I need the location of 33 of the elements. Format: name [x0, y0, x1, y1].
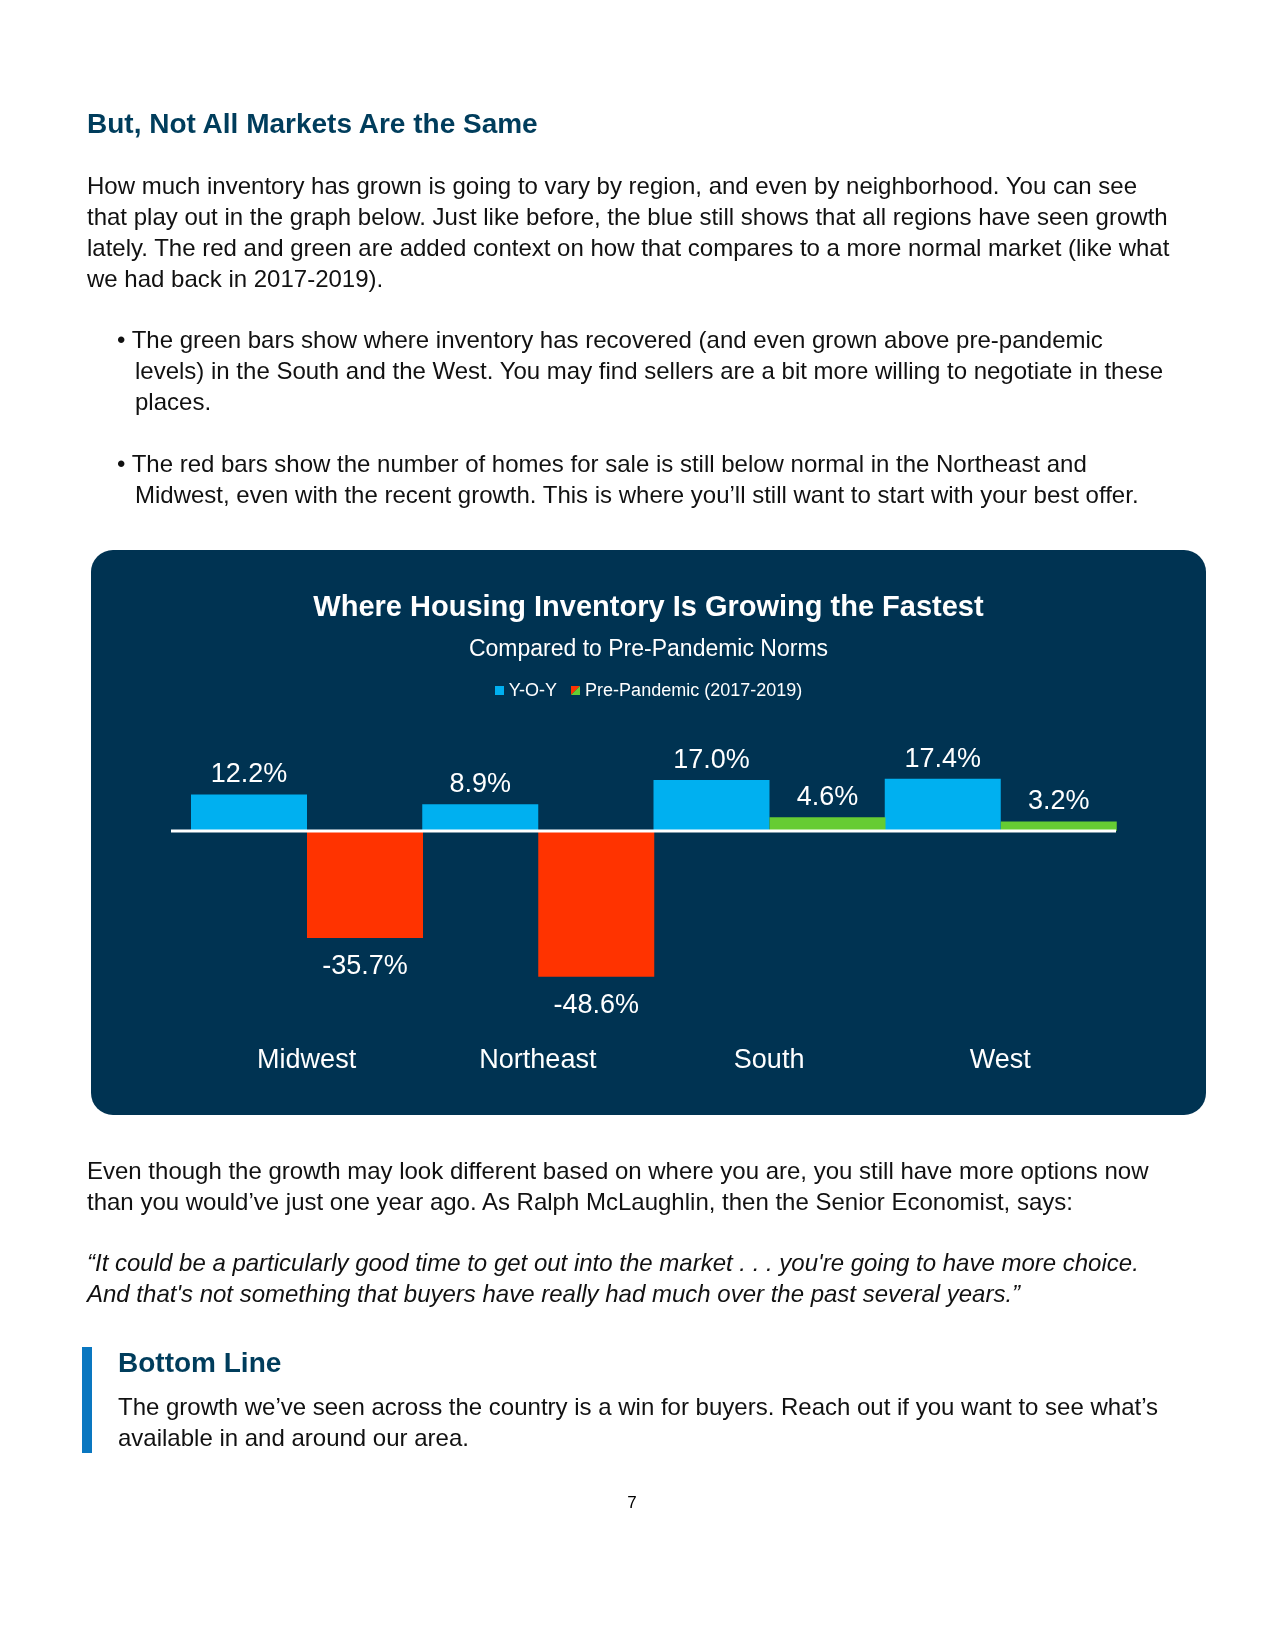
legend-label: Pre-Pandemic (2017-2019) [584, 680, 803, 701]
data-label: 3.2% [1027, 785, 1090, 816]
x-tick-label: West [969, 1044, 1032, 1075]
bar [884, 778, 1001, 831]
data-label: -35.7% [322, 950, 408, 981]
data-label: 8.9% [449, 768, 512, 799]
text: How much inventory has grown is going to vary by region, and even by neighborhood. You can see that play out in the graph below. Just like before, the blue still shows that all regions have seen growth lately. The red and green are added context on how that compares to a more normal market (like what we had back in 2017-2019). [87, 171, 1171, 294]
x-tick-label: Midwest [257, 1044, 357, 1075]
bar [191, 794, 307, 831]
bar [653, 780, 770, 831]
data-label: 12.2% [210, 758, 288, 789]
x-tick-label: South [733, 1044, 805, 1075]
text: Bottom Line [118, 1347, 283, 1379]
data-label: -48.6% [553, 988, 640, 1019]
data-label: 17.0% [673, 744, 750, 774]
text: • The green bars show where inventory has recovered (and even grown above pre-pandemic levels) in the South and the West. You may find sellers are a bit more willing to negotiate in these places. [116, 325, 1165, 417]
bar [422, 804, 539, 831]
legend-label: Y-O-Y [507, 680, 558, 701]
chart-title: Where Housing Inventory Is Growing the Fastest [312, 590, 985, 623]
text: • The red bars show the number of homes for sale is still below normal in the Northeast and Midwest, even with the recent growth. This is where you’ll still want to start with your best offer. [116, 449, 1140, 510]
text: Even though the growth may look different based on where you are, you still have more options now than you would’ve just one year ago. As Ralph McLaughlin, then the Senior Economist, says: [87, 1156, 1150, 1217]
text: The growth we’ve seen across the country is a win for buyers. Reach out if you want to see what’s available in and around our area. [118, 1392, 1160, 1453]
text: “It could be a particularly good time to get out into the market . . . you're going to have more choice. And that's not something that buyers have really had much over the past several years.” [87, 1248, 1140, 1309]
x-tick-label: Northeast [479, 1044, 597, 1075]
data-label: 4.6% [796, 781, 859, 812]
data-label: 17.4% [904, 742, 982, 773]
chart-subtitle: Compared to Pre-Pandemic Norms [467, 635, 830, 662]
bar [1000, 821, 1117, 831]
bar [769, 817, 886, 831]
bar [538, 831, 655, 977]
text: 7 [626, 1493, 638, 1513]
bar [307, 831, 423, 939]
text: But, Not All Markets Are the Same [87, 108, 539, 140]
